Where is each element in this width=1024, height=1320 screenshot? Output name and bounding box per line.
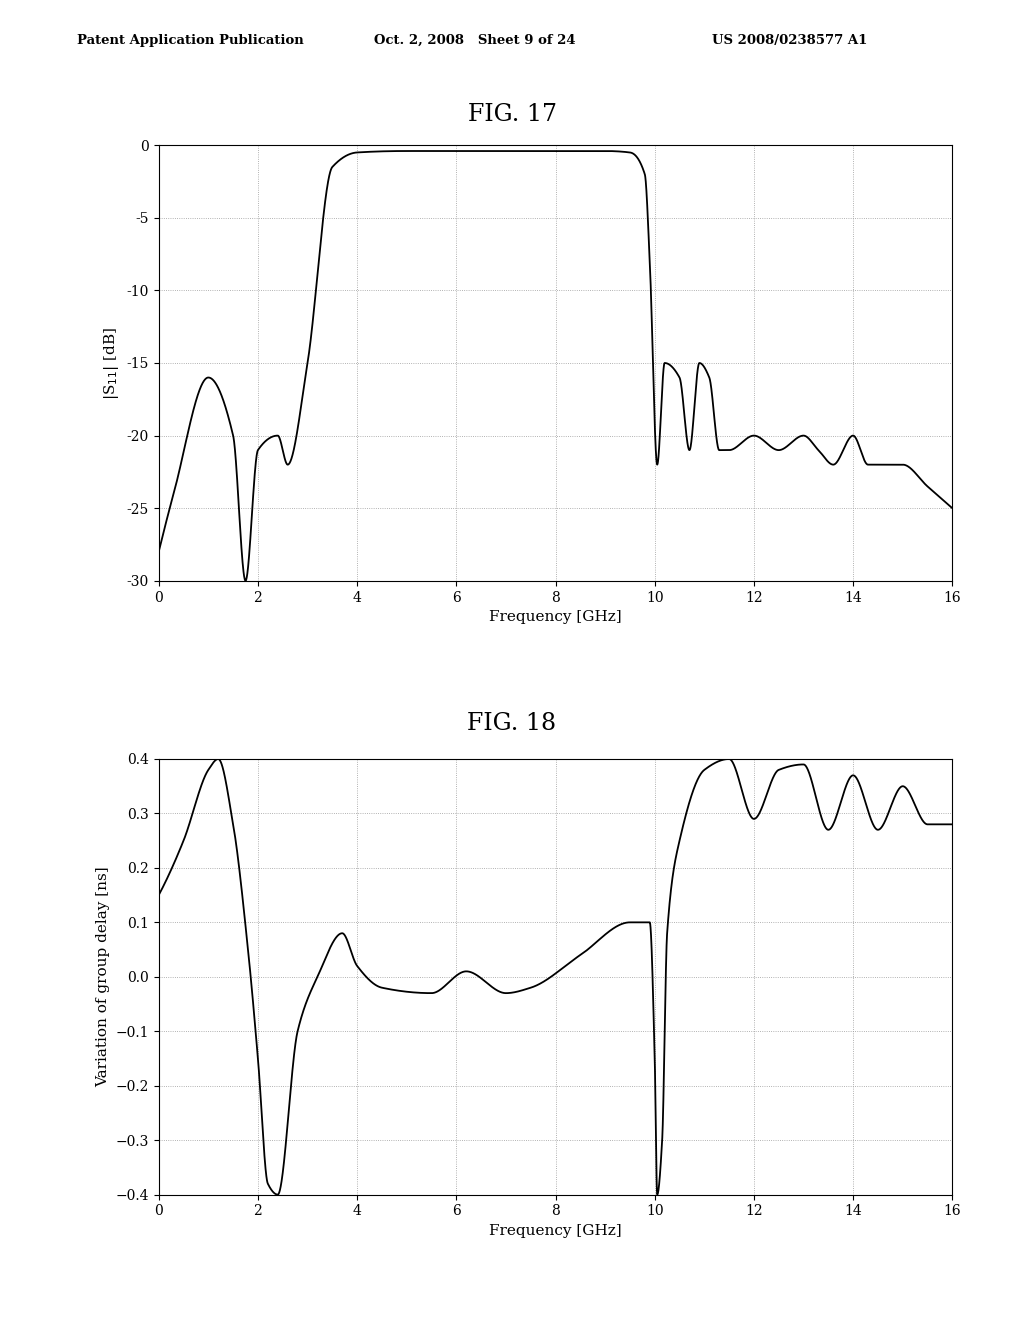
Y-axis label: Variation of group delay [ns]: Variation of group delay [ns] bbox=[96, 866, 110, 1088]
Text: FIG. 17: FIG. 17 bbox=[468, 103, 556, 127]
Y-axis label: |S$_{11}$| [dB]: |S$_{11}$| [dB] bbox=[102, 326, 121, 400]
X-axis label: Frequency [GHz]: Frequency [GHz] bbox=[489, 610, 622, 624]
Text: FIG. 18: FIG. 18 bbox=[467, 711, 557, 735]
Text: Oct. 2, 2008   Sheet 9 of 24: Oct. 2, 2008 Sheet 9 of 24 bbox=[374, 33, 575, 46]
Text: US 2008/0238577 A1: US 2008/0238577 A1 bbox=[712, 33, 867, 46]
X-axis label: Frequency [GHz]: Frequency [GHz] bbox=[489, 1224, 622, 1238]
Text: Patent Application Publication: Patent Application Publication bbox=[77, 33, 303, 46]
